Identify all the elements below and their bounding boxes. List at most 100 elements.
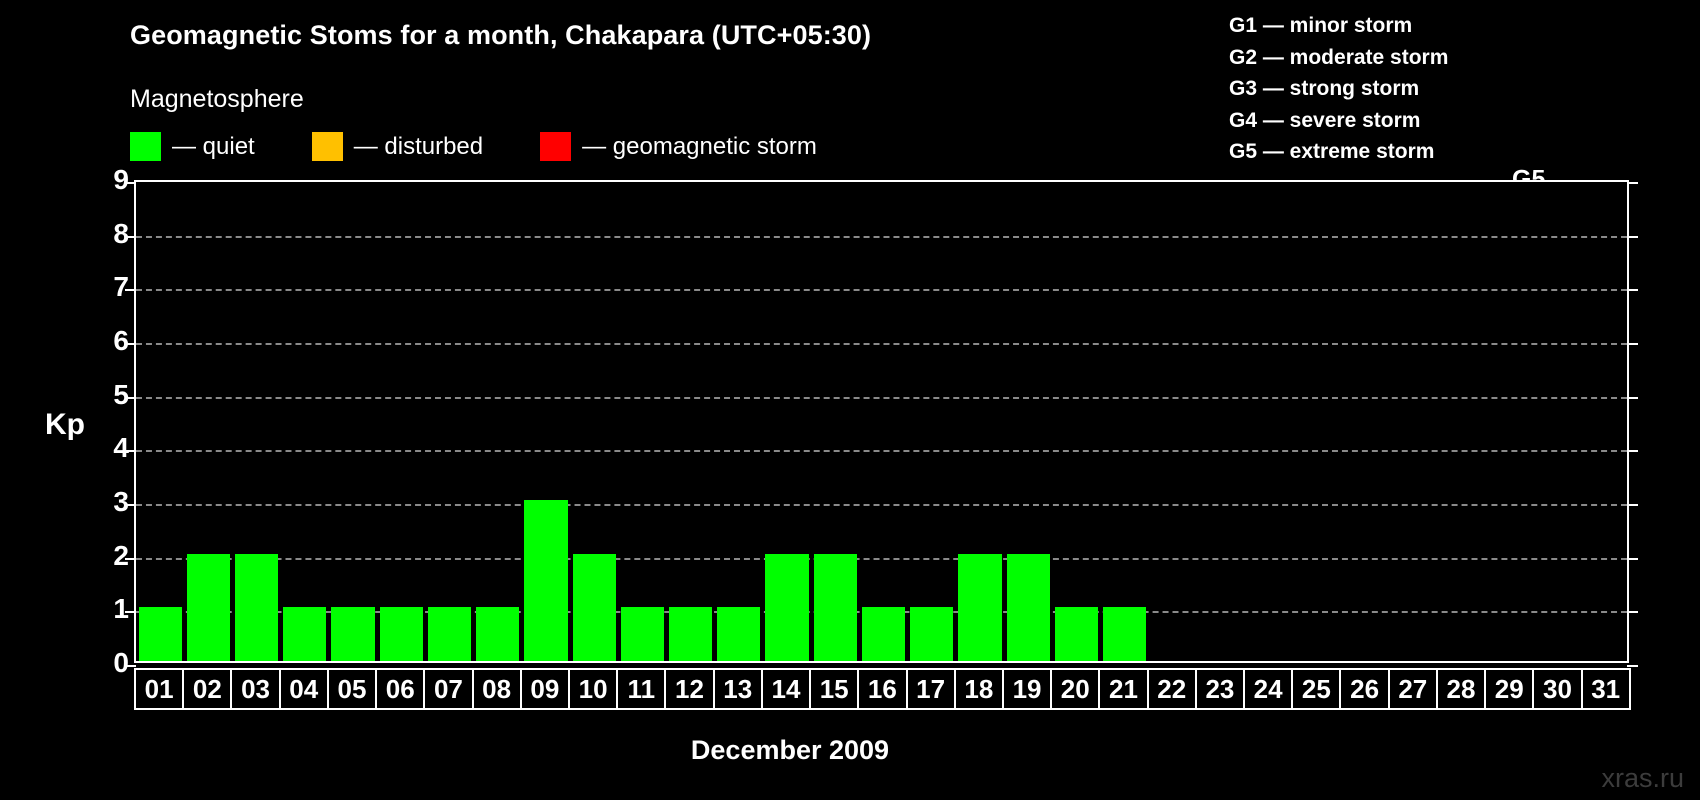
bar — [861, 607, 906, 661]
bar — [234, 553, 279, 661]
x-axis-day-labels: 01 02 03 04 05 06 07 08 09 10 11 12 13 14 15 16 17 18 19 20… — [134, 668, 1631, 710]
y-tick — [125, 557, 136, 560]
y-tick — [125, 665, 136, 667]
watermark: xras.ru — [1601, 763, 1684, 793]
bar — [186, 553, 230, 661]
g-tick — [1627, 289, 1638, 292]
x-axis-day-cell: 12 — [664, 668, 715, 710]
y-axis-tick-label: 5 — [113, 378, 129, 410]
gscale-legend: G1 — minor storm G2 — moderate storm G3 — … — [1229, 10, 1448, 168]
bar — [283, 607, 327, 661]
y-axis-tick-label: 4 — [113, 432, 129, 464]
gscale-legend-line: G2 — moderate storm — [1229, 45, 1449, 69]
legend: — quiet — disturbed — geomagnetic storm — [130, 132, 817, 161]
x-axis-day-cell: 05 — [326, 668, 378, 710]
x-axis-day-cell: 11 — [616, 668, 667, 710]
x-axis-day-cell: 08 — [471, 668, 522, 710]
bar — [1054, 607, 1098, 661]
g-tick — [1627, 611, 1638, 614]
bar — [138, 607, 182, 661]
g-tick — [1627, 182, 1638, 184]
bar — [476, 607, 520, 661]
plot-area — [125, 180, 1638, 667]
x-axis-day-cell: 30 — [1532, 668, 1583, 710]
bar — [331, 607, 375, 661]
x-axis-day-cell: 07 — [423, 668, 474, 710]
x-axis-day-cell: 19 — [1001, 668, 1053, 710]
x-axis-day-cell: 16 — [857, 668, 908, 710]
x-axis-day-cell: 22 — [1146, 668, 1197, 710]
x-axis-day-cell: 01 — [134, 668, 185, 710]
gscale-legend-line: G3 — strong storm — [1229, 77, 1420, 100]
g-tick — [1627, 235, 1638, 238]
x-axis-day-cell: 06 — [375, 668, 426, 710]
gscale-legend-line: G4 — severe storm — [1229, 108, 1421, 132]
x-axis-day-cell: 04 — [278, 668, 329, 710]
y-axis-tick-label: 2 — [113, 539, 129, 571]
x-axis-day-cell: 21 — [1098, 668, 1149, 710]
bars-layer — [136, 182, 1627, 661]
x-axis-day-cell: 29 — [1484, 668, 1535, 710]
x-axis-day-cell: 13 — [712, 668, 763, 710]
y-axis-title: Kp — [45, 408, 85, 441]
bar — [958, 553, 1002, 661]
x-axis-day-cell: 27 — [1387, 668, 1438, 710]
y-tick — [125, 182, 136, 184]
g-tick — [1627, 343, 1638, 345]
orange-square-icon — [311, 132, 343, 161]
bar — [910, 607, 954, 661]
gridline — [136, 450, 1627, 453]
x-axis-day-cell: 15 — [809, 668, 860, 710]
bar — [427, 607, 472, 661]
green-square-icon — [130, 132, 161, 161]
x-axis-day-cell: 24 — [1243, 668, 1294, 710]
x-axis-day-cell: 18 — [953, 668, 1004, 710]
legend-entry: — geomagnetic storm — [540, 132, 817, 161]
x-axis-day-cell: 20 — [1050, 668, 1101, 710]
x-axis-day-cell: 31 — [1580, 668, 1631, 710]
magnetosphere-label: Magnetosphere — [130, 85, 304, 113]
y-axis-tick-label: 1 — [113, 593, 129, 625]
y-axis-tick-label: 0 — [113, 647, 129, 678]
g-tick — [1627, 450, 1638, 453]
bar — [765, 553, 809, 661]
y-tick — [125, 289, 136, 292]
g-tick — [1627, 396, 1638, 399]
y-axis-tick-label: 6 — [113, 325, 129, 356]
x-axis-day-cell: 02 — [182, 668, 233, 710]
bar — [524, 500, 568, 661]
bar — [813, 553, 857, 661]
y-tick — [125, 396, 136, 399]
legend-entry: — disturbed — [311, 132, 483, 161]
page-title: Geomagnetic Stoms for a month, Chakapara… — [130, 20, 872, 50]
x-axis-day-cell: 25 — [1291, 668, 1342, 710]
g-tick — [1627, 504, 1638, 506]
x-axis-day-cell: 28 — [1435, 668, 1487, 710]
y-tick — [125, 450, 136, 453]
gscale-legend-line: G5 — extreme storm — [1229, 140, 1435, 163]
g-tick — [1627, 665, 1638, 667]
bar — [717, 607, 761, 661]
gridline — [136, 289, 1627, 292]
bar — [1103, 607, 1147, 661]
x-axis-day-cell: 09 — [519, 668, 570, 710]
x-axis-day-cell: 10 — [567, 668, 619, 710]
x-axis-day-cell: 14 — [760, 668, 812, 710]
x-axis-day-cell: 23 — [1194, 668, 1246, 710]
bar — [620, 607, 664, 661]
y-tick — [125, 235, 136, 238]
y-tick — [125, 343, 136, 345]
gridline — [136, 504, 1627, 506]
y-axis-tick-label: 7 — [113, 271, 129, 303]
bar — [1006, 553, 1050, 661]
y-axis-tick-label: 3 — [113, 486, 129, 517]
x-axis-title: December 2009 — [0, 735, 1700, 766]
x-axis-day-cell: 17 — [905, 668, 956, 710]
bar — [668, 607, 713, 661]
gridline — [136, 235, 1627, 238]
gscale-legend-line: G1 — minor storm — [1229, 14, 1413, 37]
y-tick — [125, 611, 136, 614]
g-tick — [1627, 557, 1638, 560]
red-square-icon — [540, 132, 572, 161]
x-axis-day-cell: 03 — [230, 668, 281, 710]
